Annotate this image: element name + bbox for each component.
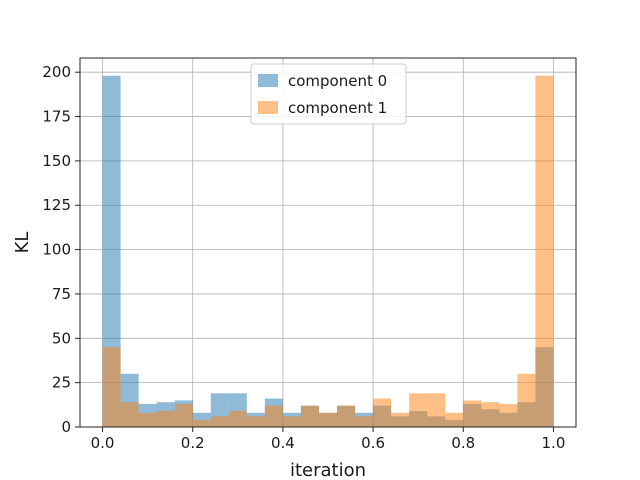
bar-series-1-bin-4 <box>174 403 193 427</box>
bar-series-1-bin-13 <box>337 405 356 427</box>
plot-frame <box>79 57 577 428</box>
y-tick-label: 125 <box>42 196 71 214</box>
x-axis-label: iteration <box>290 460 366 480</box>
legend: component 0 component 1 <box>250 63 407 125</box>
bar-series-1-bin-3 <box>156 411 175 427</box>
bar-series-1-bin-15 <box>373 398 392 427</box>
legend-box <box>250 63 407 125</box>
legend-swatch-0 <box>258 74 278 87</box>
y-axis-label: KL <box>12 232 33 254</box>
y-tick-label: 25 <box>52 374 71 392</box>
legend-swatch-1 <box>258 101 278 114</box>
bar-series-1-bin-23 <box>517 373 536 427</box>
bar-series-1-bin-14 <box>355 416 374 427</box>
bar-series-1-bin-9 <box>264 405 283 427</box>
legend-label-1: component 1 <box>288 99 387 117</box>
bar-series-1-bin-22 <box>499 403 518 427</box>
x-tick-label: 0.2 <box>181 434 205 452</box>
bar-series-1-bin-18 <box>427 393 446 427</box>
bar-series-1-bin-2 <box>138 412 157 427</box>
bar-series-1-bin-10 <box>282 416 301 427</box>
bar-series-1-bin-17 <box>409 393 428 427</box>
bar-series-1-bin-12 <box>318 412 338 427</box>
y-tick-label: 100 <box>42 241 71 259</box>
y-tick-label: 0 <box>61 418 71 436</box>
x-tick-label: 1.0 <box>542 434 566 452</box>
bar-series-1-bin-24 <box>535 75 554 427</box>
x-tick-label: 0.0 <box>91 434 115 452</box>
bar-series-1-bin-0 <box>102 347 121 427</box>
y-tick-label: 200 <box>42 63 71 81</box>
bar-series-1-bin-6 <box>210 416 229 427</box>
x-tick-label: 0.4 <box>271 434 295 452</box>
x-tick-label: 0.6 <box>361 434 385 452</box>
y-tick-label: 175 <box>42 108 71 126</box>
y-tick-label: 75 <box>52 285 71 303</box>
legend-label-0: component 0 <box>288 72 387 90</box>
bar-series-1-bin-5 <box>192 419 211 427</box>
bar-series-1-bin-1 <box>120 402 139 427</box>
bar-series-1-bin-21 <box>481 402 500 427</box>
x-tick-label: 0.8 <box>451 434 475 452</box>
bars-layer <box>102 75 554 427</box>
ticks-layer: 0.0 0.2 0.4 0.6 0.8 1.0 0 25 50 75 100 125 150 175 200 <box>42 63 565 452</box>
bar-series-0-bin-0 <box>102 75 121 427</box>
bar-series-1-bin-20 <box>463 400 482 427</box>
bar-series-1-bin-7 <box>228 411 247 427</box>
y-tick-label: 150 <box>42 152 71 170</box>
bar-series-1-bin-8 <box>246 416 265 427</box>
y-tick-label: 50 <box>52 329 71 347</box>
bar-series-1-bin-19 <box>445 412 464 427</box>
bar-series-1-bin-16 <box>391 412 410 427</box>
bar-series-1-bin-11 <box>300 405 319 427</box>
